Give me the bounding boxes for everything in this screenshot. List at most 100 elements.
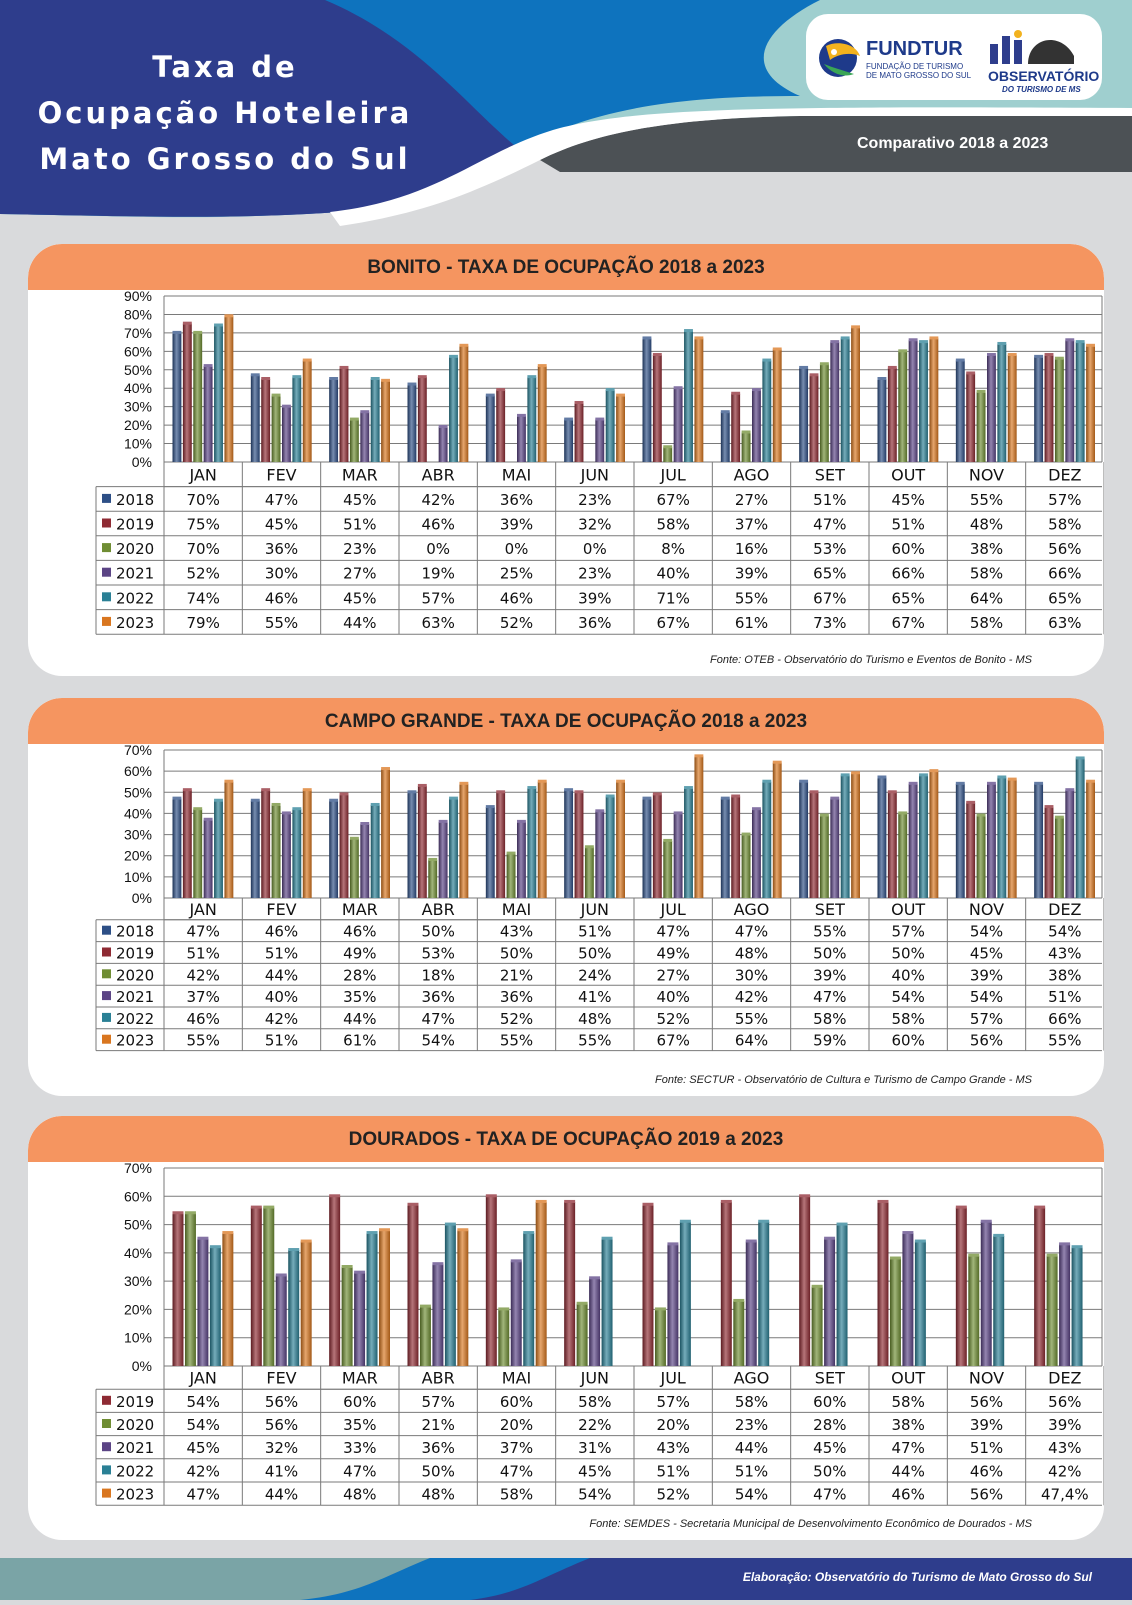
data-label: 47%: [186, 923, 219, 941]
bar-top-2019: [261, 377, 271, 380]
bar-2021: [1065, 340, 1075, 462]
data-label: 52%: [500, 1010, 533, 1028]
category-label: JAN: [188, 900, 216, 919]
category-label: MAI: [502, 465, 531, 484]
bar-top-2022: [214, 798, 223, 802]
bar-2020: [889, 1258, 901, 1366]
bar-top-2021: [987, 781, 996, 785]
bar-2020: [898, 813, 908, 898]
bar-top-2023: [929, 336, 939, 340]
bar-2019: [720, 1201, 732, 1366]
bar-top-2022: [836, 1222, 848, 1226]
bar-top-2021: [673, 811, 683, 815]
bar-2019: [877, 1201, 889, 1366]
bar-2021: [360, 824, 370, 898]
data-label: 57%: [656, 1393, 689, 1411]
data-label: 30%: [265, 565, 298, 583]
data-label: 58%: [656, 516, 689, 534]
bar-top-2023: [224, 779, 234, 783]
data-label: 28%: [813, 1416, 846, 1434]
bar-2023: [537, 366, 547, 462]
data-label: 58%: [891, 1393, 924, 1411]
legend-label: 2019: [116, 1393, 154, 1411]
bar-2019: [1044, 355, 1054, 462]
bar-2021: [517, 821, 526, 898]
bar-2021: [438, 426, 448, 462]
bar-top-2020: [584, 845, 594, 849]
bar-top-2019: [642, 1202, 654, 1206]
data-label: 0%: [505, 540, 529, 558]
bar-2023: [1007, 779, 1017, 898]
bar-2020: [576, 1303, 588, 1366]
bar-2020: [1054, 817, 1064, 898]
bar-2023: [379, 1230, 390, 1366]
data-label: 55%: [265, 614, 298, 632]
bar-2022: [1075, 342, 1085, 462]
chart-source: Fonte: SECTUR - Observatório de Cultura …: [655, 1074, 1032, 1086]
bar-2020: [349, 838, 359, 898]
data-label: 51%: [656, 1462, 689, 1480]
bar-2021: [1059, 1244, 1071, 1366]
bar-2023: [1086, 345, 1095, 462]
bar-top-2018: [1034, 781, 1044, 785]
legend-swatch: [102, 1488, 111, 1498]
bar-top-2019: [182, 788, 192, 792]
bar-2021: [987, 355, 996, 462]
bar-2023: [537, 781, 547, 898]
legend-label: 2020: [116, 540, 154, 558]
bar-top-2022: [449, 796, 458, 800]
bar-top-2023: [1007, 353, 1017, 357]
bar-2020: [584, 847, 594, 898]
bar-2022: [762, 360, 772, 462]
bar-top-2023: [851, 771, 860, 775]
bar-2021: [360, 412, 370, 462]
legend-label: 2020: [116, 966, 154, 984]
category-label: ABR: [422, 1369, 455, 1388]
bar-top-2021: [354, 1270, 366, 1274]
data-label: 44%: [265, 966, 298, 984]
toucan-logo-icon: [819, 39, 860, 77]
data-label: 50%: [891, 945, 924, 963]
bar-top-2023: [616, 393, 625, 397]
data-label: 66%: [1048, 1010, 1081, 1028]
title-line-1: Taxa de: [152, 50, 298, 84]
data-label: 39%: [578, 589, 611, 607]
bar-2018: [799, 367, 809, 462]
bar-2019: [955, 1207, 967, 1366]
bar-2023: [224, 781, 234, 898]
bar-2018: [877, 379, 887, 462]
bar-2022: [605, 796, 615, 898]
bar-2023: [535, 1201, 547, 1366]
bar-top-2020: [193, 330, 203, 334]
data-label: 22%: [578, 1416, 611, 1434]
data-label: 31%: [578, 1439, 611, 1457]
bar-2023: [694, 338, 704, 462]
bar-2021: [902, 1233, 914, 1366]
data-label: 56%: [265, 1416, 298, 1434]
bar-top-2022: [523, 1231, 535, 1235]
bar-2021: [824, 1238, 836, 1366]
bar-2020: [271, 804, 281, 898]
bar-top-2018: [720, 410, 730, 414]
bar-top-2022: [366, 1231, 378, 1235]
bar-2019: [731, 393, 741, 462]
bar-top-2023: [772, 347, 782, 351]
data-label: 45%: [343, 491, 376, 509]
data-label: 58%: [970, 614, 1003, 632]
legend-swatch: [102, 969, 111, 979]
data-label: 39%: [970, 966, 1003, 984]
bar-top-2019: [1044, 805, 1054, 809]
data-label: 23%: [578, 491, 611, 509]
data-label: 59%: [813, 1032, 846, 1050]
data-label: 37%: [186, 988, 219, 1006]
data-label: 55%: [1048, 1032, 1081, 1050]
bar-top-2020: [654, 1307, 666, 1311]
bar-top-2023: [224, 314, 234, 318]
bar-top-2023: [302, 788, 312, 792]
bar-top-2021: [203, 364, 213, 368]
bar-2020: [193, 332, 203, 462]
bar-top-2019: [261, 788, 271, 792]
data-label: 56%: [1048, 540, 1081, 558]
category-label: JAN: [188, 1369, 216, 1388]
data-label: 36%: [500, 491, 533, 509]
